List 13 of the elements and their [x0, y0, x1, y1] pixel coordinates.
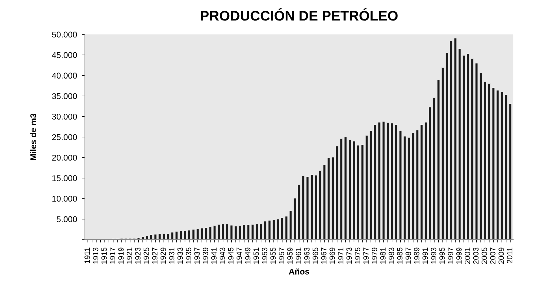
y-tick-label: 30.000 [52, 114, 78, 120]
y-tick-label: 35.000 [52, 93, 78, 100]
chart-title: PRODUCCIÓN DE PETRÓLEO [201, 8, 398, 21]
y-tick-label: 15.000 [52, 176, 78, 182]
y-tick-label: 20.000 [52, 154, 78, 161]
y-tick-label: 45.000 [52, 52, 78, 58]
y-tick-label: 50.000 [52, 32, 78, 38]
y-tick-label: 5.000 [56, 216, 78, 222]
x-axis-title: Años [289, 268, 310, 275]
y-tick-label: 25.000 [52, 134, 78, 140]
y-axis-title: Miles de m3 [30, 114, 36, 160]
y-tick-label: 40.000 [52, 72, 78, 79]
y-tick-label: 10.000 [52, 196, 78, 202]
